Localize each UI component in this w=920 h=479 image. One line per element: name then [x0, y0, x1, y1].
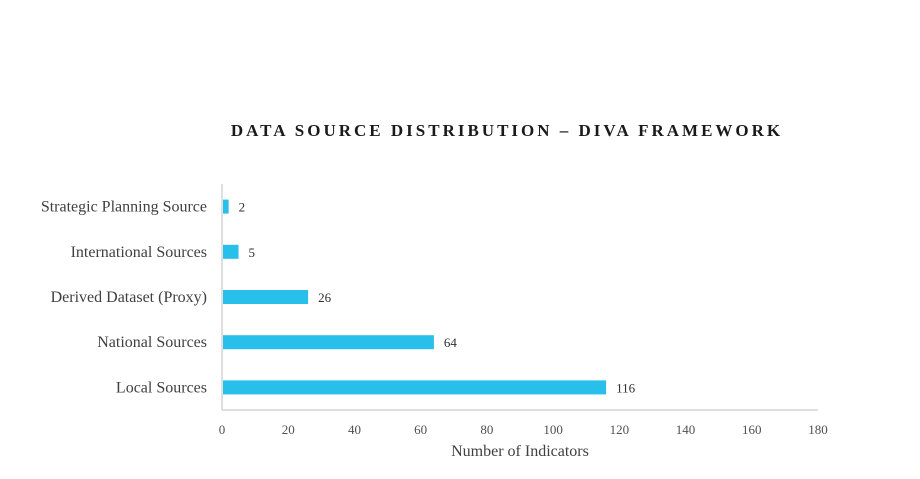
- category-label: National Sources: [97, 334, 207, 351]
- bars-group: [223, 199, 607, 395]
- bar: [223, 380, 607, 395]
- bar: [223, 244, 239, 259]
- x-axis-title: Number of Indicators: [451, 443, 589, 460]
- chart-title: DATA SOURCE DISTRIBUTION – DIVA FRAMEWOR…: [231, 121, 783, 140]
- x-tick-label: 80: [480, 422, 493, 437]
- data-labels-group: 2 5 26 64 116: [239, 200, 636, 396]
- data-label: 2: [239, 200, 246, 215]
- x-tick-label: 160: [742, 422, 762, 437]
- category-labels-group: Strategic Planning Source International S…: [41, 199, 207, 397]
- data-label: 116: [616, 380, 636, 395]
- data-label: 26: [318, 290, 332, 305]
- x-tick-label: 100: [543, 422, 563, 437]
- x-tick-label: 140: [676, 422, 696, 437]
- x-tick-label: 60: [414, 422, 427, 437]
- data-label: 64: [444, 335, 458, 350]
- bar: [223, 335, 434, 350]
- x-tick-label: 20: [282, 422, 295, 437]
- x-tick-label: 180: [808, 422, 828, 437]
- x-tick-label: 0: [219, 422, 226, 437]
- category-label: Local Sources: [116, 379, 207, 396]
- data-label: 5: [249, 245, 256, 260]
- bar: [223, 199, 229, 214]
- x-tick-labels-group: 0 20 40 60 80 100 120 140 160 180: [219, 422, 828, 437]
- category-label: Strategic Planning Source: [41, 199, 207, 216]
- x-tick-label: 120: [610, 422, 630, 437]
- category-label: International Sources: [71, 244, 207, 261]
- x-tick-label: 40: [348, 422, 361, 437]
- bar: [223, 290, 309, 304]
- category-label: Derived Dataset (Proxy): [51, 289, 207, 306]
